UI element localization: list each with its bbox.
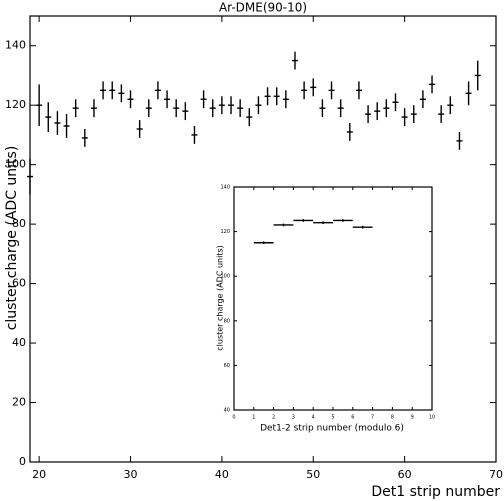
inset-y-tick-label: 80 — [224, 318, 230, 324]
inset-x-tick-label: 5 — [331, 415, 334, 421]
inset-x-tick-label: 1 — [252, 415, 255, 421]
y-tick-label: 0 — [19, 455, 26, 468]
inset-x-axis-label: Det1-2 strip number (modulo 6) — [260, 424, 404, 434]
inset-y-tick-label: 120 — [220, 229, 230, 235]
y-tick-label: 80 — [12, 217, 26, 230]
y-tick-label: 60 — [12, 277, 26, 290]
inset-x-tick-label: 4 — [312, 415, 315, 421]
x-tick-label: 20 — [32, 468, 46, 481]
y-tick-label: 120 — [5, 98, 26, 111]
x-tick-label: 70 — [489, 468, 503, 481]
y-tick-label: 20 — [12, 396, 26, 409]
x-axis-label: Det1 strip number — [371, 484, 500, 500]
y-tick-label: 140 — [5, 39, 26, 52]
inset-x-tick-label: 9 — [411, 415, 414, 421]
x-tick-label: 50 — [306, 468, 320, 481]
inset-x-tick-label: 7 — [371, 415, 374, 421]
inset-x-tick-label: 0 — [232, 415, 235, 421]
inset-x-tick-label: 10 — [429, 415, 435, 421]
x-tick-label: 40 — [215, 468, 229, 481]
inset-y-tick-label: 40 — [224, 408, 230, 414]
inset-x-tick-label: 6 — [351, 415, 354, 421]
inset-x-tick-label: 2 — [272, 415, 275, 421]
inset-x-tick-label: 3 — [292, 415, 295, 421]
y-axis-label: cluster charge (ADC units) — [4, 146, 20, 331]
y-tick-label: 100 — [5, 158, 26, 171]
y-tick-label: 40 — [12, 336, 26, 349]
inset-x-tick-label: 8 — [391, 415, 394, 421]
x-tick-label: 60 — [398, 468, 412, 481]
inset-y-tick-label: 100 — [220, 274, 230, 280]
chart-title: Ar-DME(90-10) — [219, 1, 307, 15]
inset-y-axis-label: cluster charge (ADC units) — [216, 245, 225, 350]
inset-y-tick-label: 60 — [224, 363, 230, 369]
inset-y-tick-label: 140 — [220, 185, 230, 191]
x-tick-label: 30 — [124, 468, 138, 481]
inset-plot-frame — [233, 186, 433, 411]
